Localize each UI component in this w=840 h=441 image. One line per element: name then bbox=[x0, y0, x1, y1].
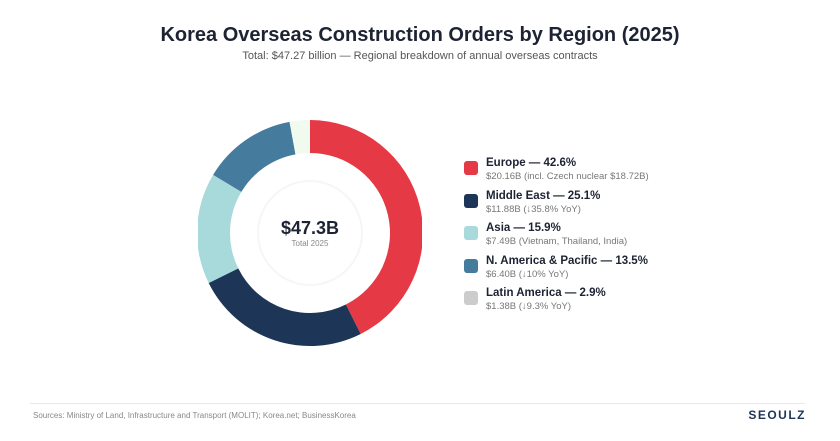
legend-swatch bbox=[464, 161, 478, 175]
legend-detail: $20.16B (incl. Czech nuclear $18.72B) bbox=[486, 171, 649, 182]
footer-divider bbox=[30, 403, 805, 404]
legend-detail: $1.38B (↓9.3% YoY) bbox=[486, 301, 572, 312]
legend-swatch bbox=[464, 226, 478, 240]
legend-swatch bbox=[464, 291, 478, 305]
inner-ring bbox=[257, 180, 363, 286]
source-note: Sources: Ministry of Land, Infrastructur… bbox=[33, 411, 356, 420]
legend-label: Asia — 15.9% bbox=[486, 222, 561, 234]
legend-label: Europe — 42.6% bbox=[486, 157, 577, 169]
donut-center-label: Total 2025 bbox=[291, 239, 329, 248]
chart-title: Korea Overseas Construction Orders by Re… bbox=[160, 24, 680, 46]
slice-asia bbox=[198, 174, 242, 284]
slice-n-america-pacific bbox=[213, 121, 296, 192]
legend-label: N. America & Pacific — 13.5% bbox=[486, 254, 648, 267]
slice-europe bbox=[310, 120, 422, 335]
legend-label: Middle East — 25.1% bbox=[486, 189, 601, 202]
legend-detail: $7.49B (Vietnam, Thailand, India) bbox=[486, 236, 628, 247]
chart-subtitle: Total: $47.27 billion — Regional breakdo… bbox=[242, 50, 598, 62]
brand-logo: SEOULZ bbox=[748, 408, 806, 422]
legend-swatch bbox=[464, 193, 478, 208]
slice-middle-east bbox=[208, 268, 361, 346]
donut-svg bbox=[198, 120, 422, 346]
slice-latin-america bbox=[289, 120, 310, 155]
donut-chart bbox=[198, 118, 422, 348]
legend-detail: $11.88B (↓35.8% YoY) bbox=[486, 203, 581, 215]
donut-center-value: $47.3B bbox=[280, 218, 340, 238]
legend-label: Latin America — 2.9% bbox=[486, 287, 606, 299]
legend-detail: $6.40B (↓10% YoY) bbox=[486, 268, 569, 280]
legend-swatch bbox=[464, 258, 478, 273]
